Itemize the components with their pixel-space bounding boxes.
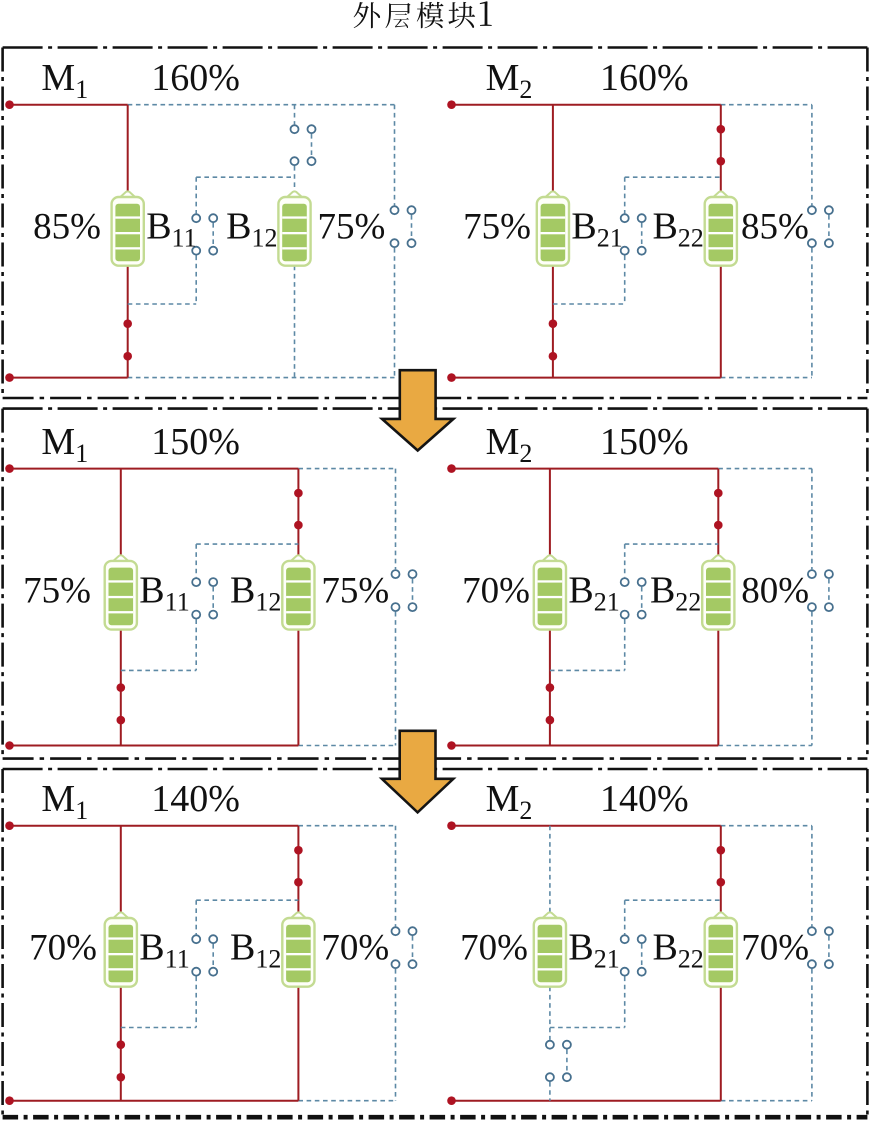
svg-text:80%: 80% bbox=[741, 571, 809, 612]
svg-text:75%: 75% bbox=[23, 571, 91, 612]
svg-text:70%: 70% bbox=[741, 928, 809, 969]
svg-text:70%: 70% bbox=[321, 928, 389, 969]
svg-text:85%: 85% bbox=[33, 207, 101, 248]
svg-text:70%: 70% bbox=[29, 928, 97, 969]
svg-text:160%: 160% bbox=[600, 57, 689, 99]
svg-text:M1: M1 bbox=[41, 421, 88, 468]
svg-text:M2: M2 bbox=[486, 57, 533, 104]
svg-text:140%: 140% bbox=[600, 778, 689, 820]
svg-text:70%: 70% bbox=[460, 928, 528, 969]
svg-text:140%: 140% bbox=[151, 778, 240, 820]
svg-text:70%: 70% bbox=[462, 571, 530, 612]
svg-text:150%: 150% bbox=[151, 421, 240, 463]
svg-text:M2: M2 bbox=[486, 778, 533, 825]
svg-text:75%: 75% bbox=[463, 207, 531, 248]
svg-text:75%: 75% bbox=[318, 207, 386, 248]
svg-text:75%: 75% bbox=[321, 571, 389, 612]
svg-text:160%: 160% bbox=[151, 57, 240, 99]
svg-text:85%: 85% bbox=[741, 207, 809, 248]
svg-text:M2: M2 bbox=[486, 421, 533, 468]
svg-text:150%: 150% bbox=[600, 421, 689, 463]
